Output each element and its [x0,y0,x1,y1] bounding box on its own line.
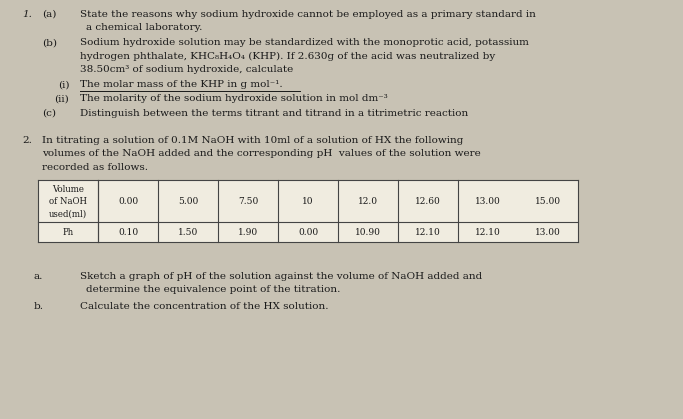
Text: Volume: Volume [52,185,84,194]
Text: 0.00: 0.00 [298,228,318,237]
Text: 12.10: 12.10 [415,228,441,237]
Text: 2.: 2. [22,136,32,145]
Text: State the reasons why sodium hydroxide cannot be employed as a primary standard : State the reasons why sodium hydroxide c… [80,10,536,19]
Text: (i): (i) [58,80,70,89]
Text: (b): (b) [42,39,57,47]
Text: used(ml): used(ml) [49,209,87,218]
Text: Sketch a graph of pH of the solution against the volume of NaOH added and: Sketch a graph of pH of the solution aga… [80,272,482,281]
Text: 0.10: 0.10 [118,228,138,237]
Text: hydrogen phthalate, KHC₈H₄O₄ (KHP). If 2.630g of the acid was neutralized by: hydrogen phthalate, KHC₈H₄O₄ (KHP). If 2… [80,52,495,61]
Text: 1.90: 1.90 [238,228,258,237]
Text: The molar mass of the KHP in g mol⁻¹.: The molar mass of the KHP in g mol⁻¹. [80,80,283,89]
Text: 0.00: 0.00 [118,197,138,206]
Text: 10.90: 10.90 [355,228,381,237]
Text: 12.0: 12.0 [358,197,378,206]
Text: Calculate the concentration of the HX solution.: Calculate the concentration of the HX so… [80,302,329,310]
Text: 15.00: 15.00 [535,197,561,206]
Text: 12.10: 12.10 [475,228,501,237]
Text: of NaOH: of NaOH [49,197,87,206]
Text: 1.50: 1.50 [178,228,198,237]
Text: determine the equivalence point of the titration.: determine the equivalence point of the t… [86,285,340,294]
Text: a chemical laboratory.: a chemical laboratory. [86,23,202,33]
Bar [38,180,578,242]
Text: volumes of the NaOH added and the corresponding pH  values of the solution were: volumes of the NaOH added and the corres… [42,149,481,158]
Text: 13.00: 13.00 [535,228,561,237]
Text: Distinguish between the terms titrant and titrand in a titrimetric reaction: Distinguish between the terms titrant an… [80,109,469,118]
Text: a.: a. [34,272,44,281]
Text: (a): (a) [42,10,57,19]
Text: (c): (c) [42,109,56,118]
Text: 1.: 1. [22,10,32,19]
Text: Ph: Ph [62,228,74,237]
Text: In titrating a solution of 0.1M NaOH with 10ml of a solution of HX the following: In titrating a solution of 0.1M NaOH wit… [42,136,463,145]
Text: 7.50: 7.50 [238,197,258,206]
Text: b.: b. [34,302,44,310]
Text: recorded as follows.: recorded as follows. [42,163,148,171]
Text: 38.50cm³ of sodium hydroxide, calculate: 38.50cm³ of sodium hydroxide, calculate [80,65,293,74]
Text: 12.60: 12.60 [415,197,441,206]
Text: 13.00: 13.00 [475,197,501,206]
Text: (ii): (ii) [54,94,69,103]
Text: 5.00: 5.00 [178,197,198,206]
Text: Sodium hydroxide solution may be standardized with the monoprotic acid, potassiu: Sodium hydroxide solution may be standar… [80,39,529,47]
Text: 10: 10 [303,197,313,206]
Text: The molarity of the sodium hydroxide solution in mol dm⁻³: The molarity of the sodium hydroxide sol… [80,94,388,103]
